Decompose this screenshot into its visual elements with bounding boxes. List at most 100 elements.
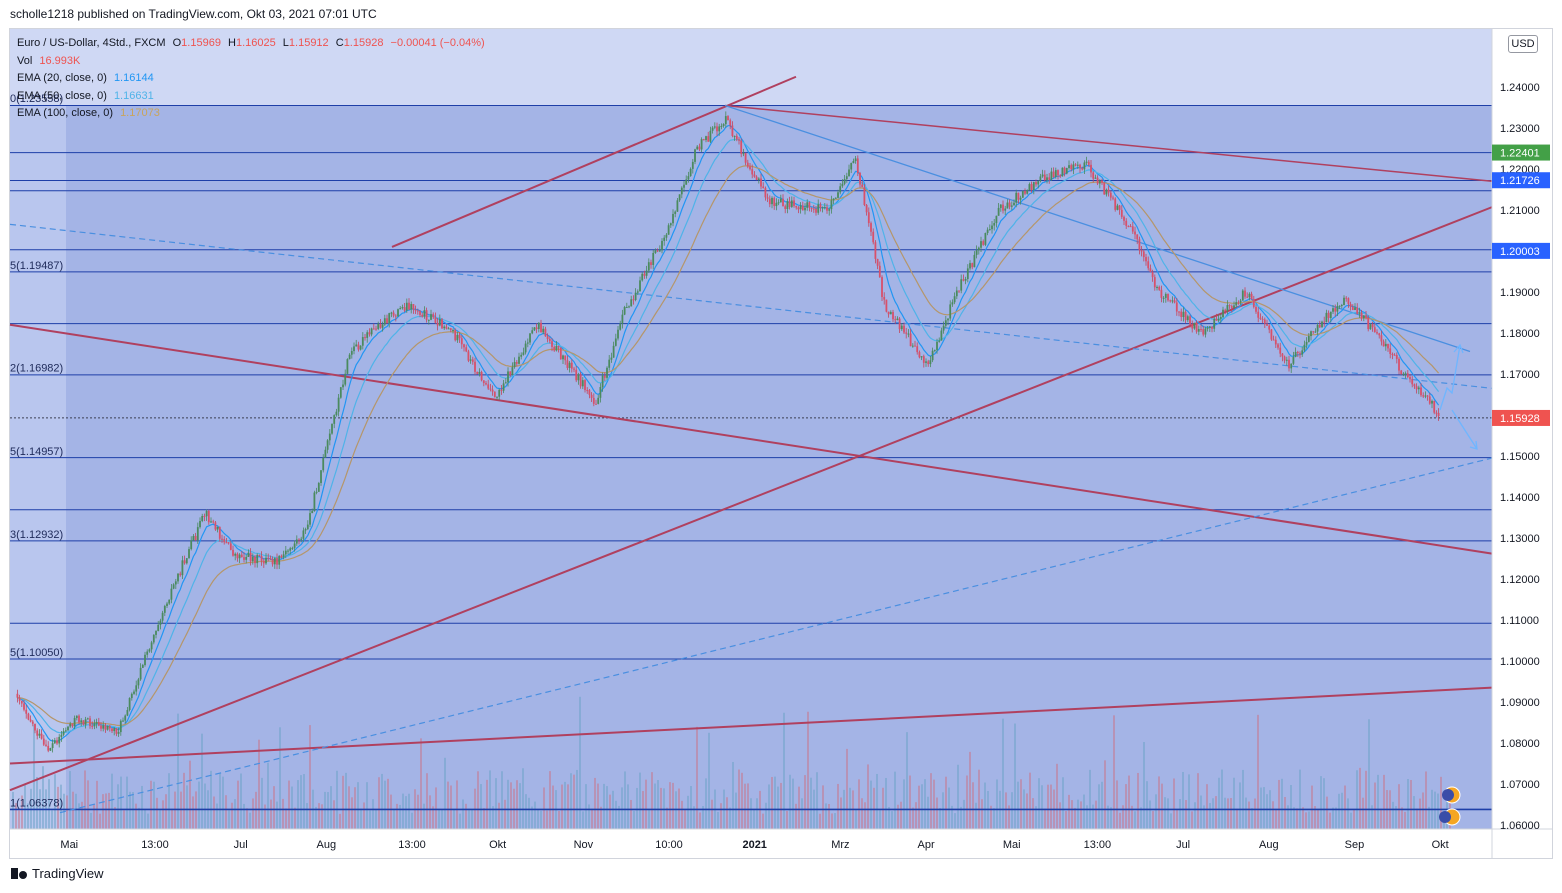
candle-body <box>533 327 536 331</box>
y-tick-label: 1.17000 <box>1500 369 1540 381</box>
y-tick-label: 1.18000 <box>1500 328 1540 340</box>
candle-body <box>1096 177 1099 184</box>
event-icons[interactable] <box>1439 786 1461 826</box>
candle-body <box>601 375 604 388</box>
candle-body <box>454 329 457 341</box>
volume-bar <box>1296 808 1298 829</box>
volume-bar <box>126 776 128 829</box>
candle-body <box>62 731 65 735</box>
volume-bar <box>1341 792 1343 829</box>
candle-body <box>1076 164 1079 166</box>
candle-body <box>210 521 212 523</box>
candle-body <box>150 642 153 650</box>
volume-bar <box>504 799 506 829</box>
footer-brand[interactable]: TradingView <box>11 866 104 881</box>
volume-bar <box>525 794 527 829</box>
candle-body <box>1393 354 1396 356</box>
volume-bar <box>1275 808 1277 829</box>
candle-body <box>872 231 875 243</box>
candle-body <box>850 163 853 170</box>
candle-body <box>100 725 102 729</box>
candle-body <box>265 557 267 564</box>
volume-bar <box>276 801 278 829</box>
ema20-value: 1.16144 <box>113 72 154 84</box>
candle-body <box>1175 302 1178 312</box>
candle-body <box>190 540 193 550</box>
volume-bar <box>213 796 215 829</box>
volume-bar <box>1155 794 1157 829</box>
candle-body <box>1318 324 1321 328</box>
candle-body <box>249 552 252 562</box>
candle-body <box>815 208 817 213</box>
candle-body <box>1266 323 1268 326</box>
volume-bar <box>66 795 68 829</box>
symbol-name[interactable]: Euro / US-Dollar, 4Std., FXCM <box>17 37 166 49</box>
volume-bar <box>801 798 803 829</box>
volume-bar <box>669 782 671 829</box>
candle-body <box>1041 174 1044 177</box>
volume-bar <box>108 792 110 829</box>
volume-bar <box>1395 806 1397 829</box>
candle-body <box>1083 162 1086 170</box>
volume-bar <box>594 777 596 829</box>
volume-bar <box>1038 778 1040 829</box>
candle-body <box>784 206 787 209</box>
ema50-label[interactable]: EMA (50, close, 0) <box>17 89 107 102</box>
candle-body <box>1061 167 1064 177</box>
volume-bar <box>1017 781 1019 829</box>
volume-bar <box>708 732 710 829</box>
candle-body <box>157 624 160 632</box>
volume-bar <box>489 770 491 829</box>
volume-bar <box>762 813 764 829</box>
candle-body <box>111 728 113 732</box>
volume-bar <box>552 785 554 829</box>
volume-bar <box>1326 796 1328 829</box>
candle-body <box>1314 331 1317 333</box>
candle-body <box>526 342 529 344</box>
candle-body <box>804 207 806 211</box>
ema100-label[interactable]: EMA (100, close, 0) <box>17 107 113 119</box>
candle-body <box>181 560 184 576</box>
volume-bar <box>1140 807 1142 829</box>
candle-body <box>1248 293 1251 298</box>
candle-body <box>405 302 408 311</box>
volume-bar <box>948 787 950 829</box>
volume-bar <box>825 803 827 829</box>
candle-body <box>1107 189 1110 193</box>
chart-bg-left <box>10 106 66 829</box>
candle-body <box>1391 353 1394 355</box>
candle-body <box>920 356 923 358</box>
candle-body <box>67 726 69 731</box>
volume-bar <box>570 773 572 829</box>
volume-bar <box>483 808 485 829</box>
volume-bar <box>753 809 755 829</box>
candle-body <box>1182 311 1185 317</box>
candle-body <box>51 743 54 749</box>
price-label-text: 1.21726 <box>1500 175 1540 187</box>
volume-bar <box>306 803 308 829</box>
candle-body <box>58 736 61 744</box>
vol-label[interactable]: Vol <box>17 54 33 67</box>
price-label-box <box>1492 172 1550 189</box>
volume-bar <box>78 803 80 829</box>
candle-body <box>1329 311 1332 318</box>
ema20-label[interactable]: EMA (20, close, 0) <box>17 72 107 84</box>
currency-button[interactable]: USD <box>1508 35 1538 53</box>
candle-body <box>894 319 897 321</box>
candle-body <box>1087 161 1090 165</box>
candle-body <box>1244 290 1246 297</box>
candle-body <box>27 713 30 720</box>
low-label: L <box>282 37 289 49</box>
volume-bar <box>1299 769 1301 829</box>
candle-body <box>942 325 945 331</box>
candle-body <box>1285 359 1288 361</box>
volume-bar <box>330 786 332 829</box>
candle-body <box>612 345 615 358</box>
candle-body <box>1213 318 1216 329</box>
candle-body <box>1048 177 1051 180</box>
candle-body <box>617 329 619 339</box>
candle-body <box>845 176 848 180</box>
candle-body <box>898 318 901 330</box>
volume-bar <box>798 786 800 829</box>
